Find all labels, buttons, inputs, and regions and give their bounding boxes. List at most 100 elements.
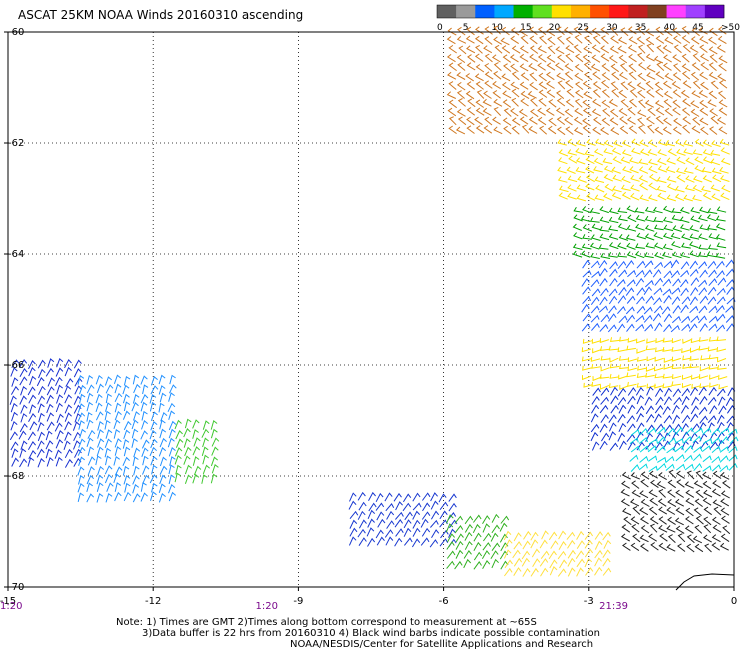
- wind-barb: [622, 166, 632, 174]
- wind-barb: [592, 89, 601, 98]
- wind-barb: [692, 149, 703, 156]
- wind-barb: [37, 431, 46, 442]
- wind-barb: [475, 99, 484, 108]
- wind-barb: [210, 456, 219, 467]
- wind-barb: [567, 138, 577, 147]
- wind-barb: [608, 216, 619, 224]
- wind-barb: [662, 80, 672, 89]
- wind-barb: [626, 314, 636, 323]
- wind-barb: [654, 261, 664, 270]
- wind-barb: [634, 250, 645, 259]
- wind-barb: [565, 53, 574, 63]
- wind-barb: [610, 81, 619, 90]
- wind-barb: [546, 28, 556, 37]
- wind-barb: [150, 455, 158, 466]
- wind-barb: [576, 139, 586, 147]
- wind-barb: [644, 396, 653, 406]
- wind-barb: [175, 464, 182, 475]
- wind-barb: [720, 175, 730, 182]
- wind-barb: [654, 81, 664, 91]
- wind-barb: [10, 441, 19, 451]
- wind-barb: [590, 252, 600, 259]
- wind-barb: [375, 529, 384, 539]
- legend-swatch: [570, 5, 591, 18]
- wind-barb: [689, 268, 699, 277]
- wind-barb: [608, 295, 618, 305]
- wind-barb: [627, 106, 636, 116]
- wind-barb: [86, 419, 94, 430]
- wind-barb: [559, 559, 568, 569]
- wind-barb: [37, 403, 45, 413]
- wind-barb: [521, 557, 530, 567]
- wind-barb: [484, 53, 493, 63]
- wind-barb: [475, 125, 485, 134]
- wind-barb: [556, 72, 566, 81]
- wind-barb: [720, 147, 730, 155]
- wind-barb: [617, 260, 627, 270]
- wind-barb: [538, 89, 548, 98]
- wind-barb: [684, 184, 695, 192]
- wind-barb: [151, 464, 158, 475]
- wind-barb: [680, 261, 690, 270]
- wind-barb: [690, 100, 700, 109]
- wind-barb: [598, 259, 608, 269]
- wind-barb: [639, 516, 649, 525]
- wind-barb: [573, 127, 584, 135]
- wind-barb: [456, 72, 466, 80]
- wind-barb: [96, 446, 104, 457]
- wind-barb: [673, 117, 682, 127]
- wind-barb: [393, 492, 402, 502]
- wind-barb: [384, 529, 394, 538]
- wind-barb: [18, 359, 28, 368]
- wind-barb: [681, 296, 691, 305]
- wind-barb: [709, 108, 718, 117]
- wind-barb: [528, 116, 538, 125]
- wind-barb: [63, 385, 72, 395]
- wind-barb: [572, 250, 583, 258]
- wind-barb: [671, 315, 681, 324]
- wind-barb: [454, 560, 463, 570]
- wind-barb: [210, 473, 218, 484]
- wind-barb: [593, 148, 604, 157]
- wind-barb: [530, 539, 539, 549]
- wind-barb: [708, 315, 718, 323]
- wind-barb: [54, 422, 63, 432]
- wind-barb: [667, 437, 677, 445]
- wind-barb: [10, 367, 18, 377]
- wind-barb: [412, 502, 422, 511]
- wind-barb: [681, 242, 691, 249]
- wind-barb: [142, 465, 150, 475]
- wind-barb: [538, 81, 548, 90]
- wind-barb: [18, 430, 27, 440]
- wind-barb: [718, 126, 728, 135]
- wind-barb: [45, 367, 54, 377]
- wind-barb: [693, 427, 704, 435]
- wind-barb: [590, 404, 600, 414]
- wind-barb: [97, 420, 104, 431]
- wind-barb: [567, 184, 577, 192]
- wind-barb: [636, 232, 647, 240]
- wind-barb: [582, 54, 591, 63]
- wind-barb: [684, 481, 694, 489]
- wind-barb: [521, 550, 531, 560]
- wind-barb: [594, 557, 602, 567]
- wind-barb: [654, 432, 663, 442]
- wind-barb: [484, 63, 493, 72]
- wind-barb: [439, 510, 448, 520]
- wind-barb: [509, 54, 519, 63]
- wind-barb: [77, 403, 85, 413]
- wind-barb: [672, 423, 682, 433]
- wind-barb: [174, 472, 181, 483]
- wind-barb: [667, 148, 677, 157]
- wind-barb: [582, 125, 591, 134]
- x-tick-label: -3: [584, 596, 594, 607]
- wind-barb: [95, 374, 103, 385]
- wind-barb: [583, 91, 593, 99]
- wind-barb: [473, 532, 482, 542]
- wind-barb: [650, 479, 659, 489]
- wind-barb: [703, 524, 712, 534]
- wind-barb: [616, 279, 626, 287]
- wind-barb: [27, 431, 36, 441]
- wind-barb: [168, 392, 175, 402]
